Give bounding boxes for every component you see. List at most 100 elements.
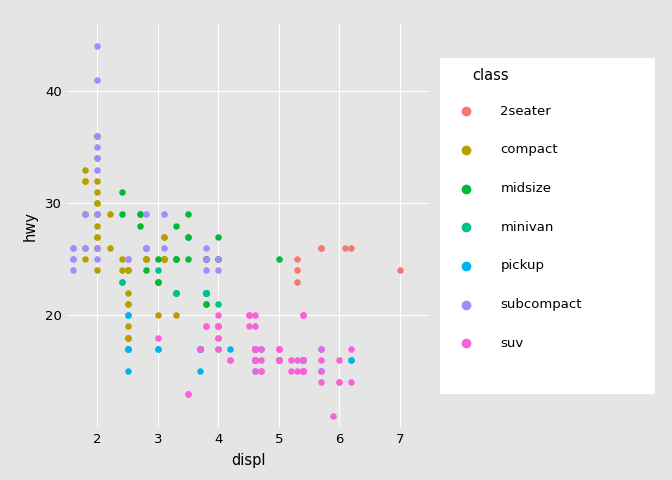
suv (213, 323, 224, 330)
subcompact (68, 266, 79, 274)
suv (249, 367, 260, 375)
minivan (171, 289, 181, 297)
compact (140, 255, 151, 263)
midsize (213, 255, 224, 263)
suv (316, 356, 327, 364)
compact (92, 244, 103, 252)
suv (249, 356, 260, 364)
subcompact (92, 144, 103, 151)
pickup (298, 367, 308, 375)
pickup (316, 367, 327, 375)
suv (274, 356, 284, 364)
subcompact (213, 266, 224, 274)
compact (92, 199, 103, 207)
compact (122, 266, 133, 274)
compact (92, 211, 103, 218)
subcompact (80, 211, 91, 218)
pickup (213, 345, 224, 353)
pickup (195, 367, 206, 375)
midsize (134, 211, 145, 218)
compact (153, 278, 163, 286)
compact (140, 255, 151, 263)
Text: minivan: minivan (501, 221, 554, 234)
2seater (316, 244, 327, 252)
pickup (346, 356, 357, 364)
suv (249, 345, 260, 353)
suv (286, 356, 296, 364)
midsize (274, 255, 284, 263)
compact (122, 266, 133, 274)
pickup (249, 356, 260, 364)
suv (274, 356, 284, 364)
compact (92, 211, 103, 218)
subcompact (92, 132, 103, 140)
pickup (225, 345, 236, 353)
pickup (153, 345, 163, 353)
midsize (201, 300, 212, 308)
suv (286, 367, 296, 375)
Text: 2seater: 2seater (501, 105, 551, 118)
subcompact (201, 266, 212, 274)
subcompact (92, 155, 103, 162)
compact (122, 345, 133, 353)
suv (249, 323, 260, 330)
midsize (153, 255, 163, 263)
compact (153, 312, 163, 319)
minivan (116, 278, 127, 286)
pickup (195, 345, 206, 353)
midsize (183, 233, 194, 240)
midsize (201, 300, 212, 308)
pickup (195, 345, 206, 353)
compact (80, 177, 91, 185)
midsize (153, 278, 163, 286)
compact (159, 233, 169, 240)
suv (255, 367, 266, 375)
compact (80, 211, 91, 218)
compact (80, 177, 91, 185)
2seater (292, 255, 302, 263)
suv (183, 390, 194, 397)
suv (153, 334, 163, 341)
midsize (201, 255, 212, 263)
minivan (171, 289, 181, 297)
Text: subcompact: subcompact (501, 298, 582, 311)
suv (243, 312, 254, 319)
suv (298, 312, 308, 319)
midsize (201, 289, 212, 297)
subcompact (80, 244, 91, 252)
suv (334, 356, 345, 364)
Text: class: class (472, 68, 509, 83)
2seater (292, 278, 302, 286)
compact (116, 255, 127, 263)
pickup (122, 367, 133, 375)
pickup (249, 367, 260, 375)
compact (140, 244, 151, 252)
suv (249, 345, 260, 353)
suv (201, 323, 212, 330)
Text: midsize: midsize (501, 182, 551, 195)
subcompact (92, 76, 103, 84)
compact (92, 188, 103, 196)
Text: pickup: pickup (501, 259, 544, 273)
pickup (298, 356, 308, 364)
subcompact (92, 211, 103, 218)
midsize (134, 211, 145, 218)
pickup (195, 345, 206, 353)
suv (249, 345, 260, 353)
compact (122, 266, 133, 274)
compact (140, 255, 151, 263)
pickup (195, 345, 206, 353)
suv (213, 323, 224, 330)
suv (249, 345, 260, 353)
pickup (249, 345, 260, 353)
2seater (346, 244, 357, 252)
pickup (122, 345, 133, 353)
midsize (201, 289, 212, 297)
suv (213, 323, 224, 330)
compact (92, 233, 103, 240)
compact (122, 300, 133, 308)
subcompact (140, 211, 151, 218)
suv (316, 379, 327, 386)
2seater (292, 266, 302, 274)
pickup (274, 356, 284, 364)
